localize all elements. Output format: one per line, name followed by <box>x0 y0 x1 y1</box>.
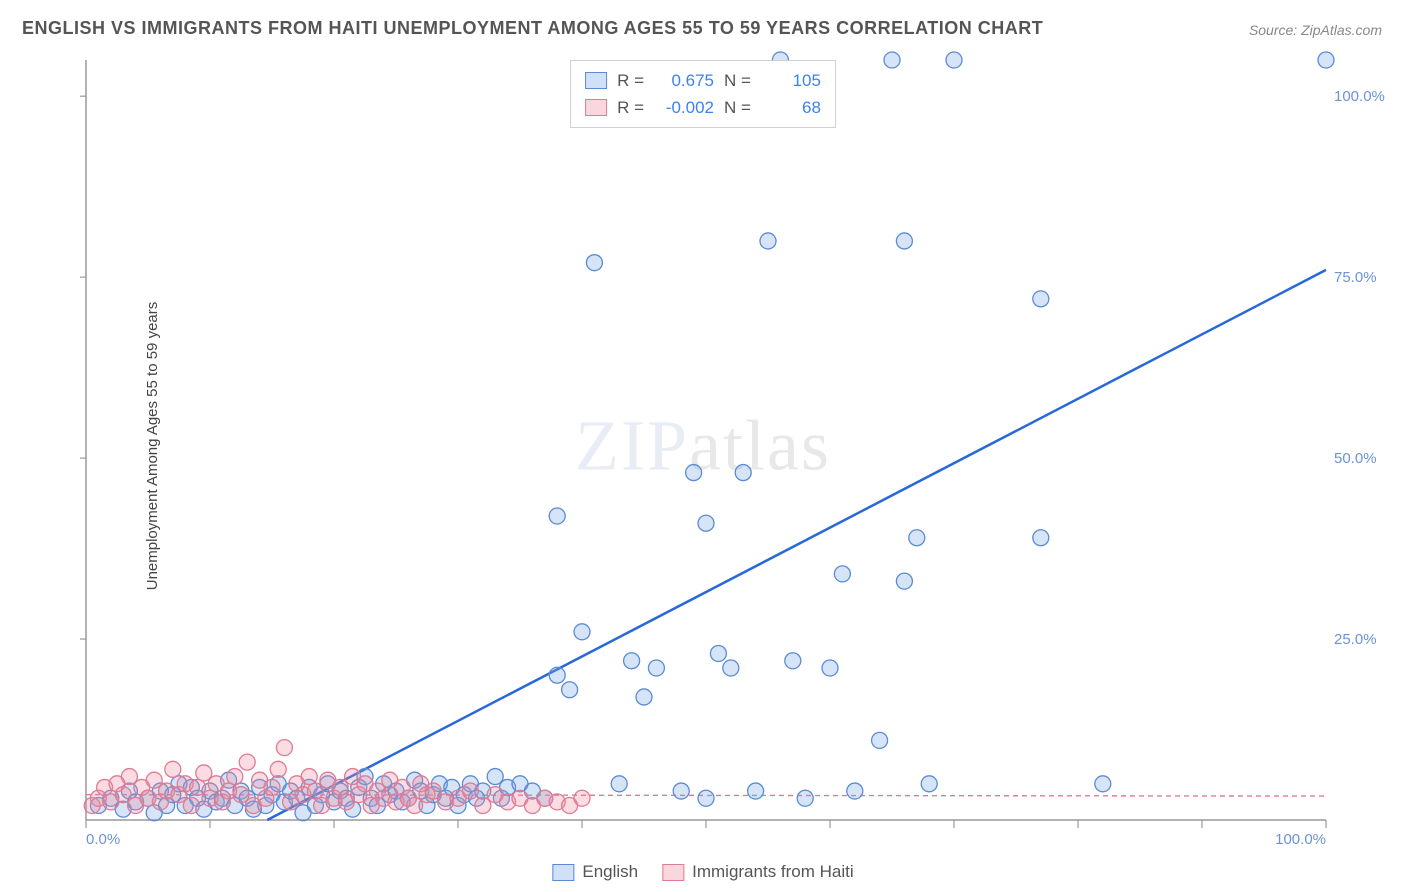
legend-r-value: 0.675 <box>654 67 714 94</box>
svg-text:50.0%: 50.0% <box>1334 450 1377 467</box>
correlation-legend: R = 0.675 N = 105 R = -0.002 N = 68 <box>570 60 836 128</box>
legend-swatch <box>662 864 684 881</box>
source-label: Source: ZipAtlas.com <box>1249 22 1382 38</box>
legend-n-value: 68 <box>761 94 821 121</box>
svg-text:100.0%: 100.0% <box>1334 88 1385 105</box>
legend-swatch <box>552 864 574 881</box>
legend-label: Immigrants from Haiti <box>692 862 854 882</box>
scatter-chart: 0.0% 100.0% 25.0% 50.0% 75.0% 100.0% <box>56 50 1386 850</box>
legend-item: English <box>552 862 638 882</box>
page-title: ENGLISH VS IMMIGRANTS FROM HAITI UNEMPLO… <box>22 18 1043 39</box>
legend-swatch <box>585 99 607 116</box>
legend-label: English <box>582 862 638 882</box>
legend-r-label: R = <box>617 94 644 121</box>
series-legend: English Immigrants from Haiti <box>552 862 853 882</box>
svg-text:0.0%: 0.0% <box>86 831 120 848</box>
legend-r-label: R = <box>617 67 644 94</box>
legend-swatch <box>585 72 607 89</box>
legend-r-value: -0.002 <box>654 94 714 121</box>
svg-text:100.0%: 100.0% <box>1275 831 1326 848</box>
svg-text:25.0%: 25.0% <box>1334 631 1377 648</box>
legend-n-value: 105 <box>761 67 821 94</box>
svg-text:75.0%: 75.0% <box>1334 269 1377 286</box>
legend-n-label: N = <box>724 67 751 94</box>
legend-row: R = 0.675 N = 105 <box>585 67 821 94</box>
legend-item: Immigrants from Haiti <box>662 862 854 882</box>
legend-row: R = -0.002 N = 68 <box>585 94 821 121</box>
legend-n-label: N = <box>724 94 751 121</box>
